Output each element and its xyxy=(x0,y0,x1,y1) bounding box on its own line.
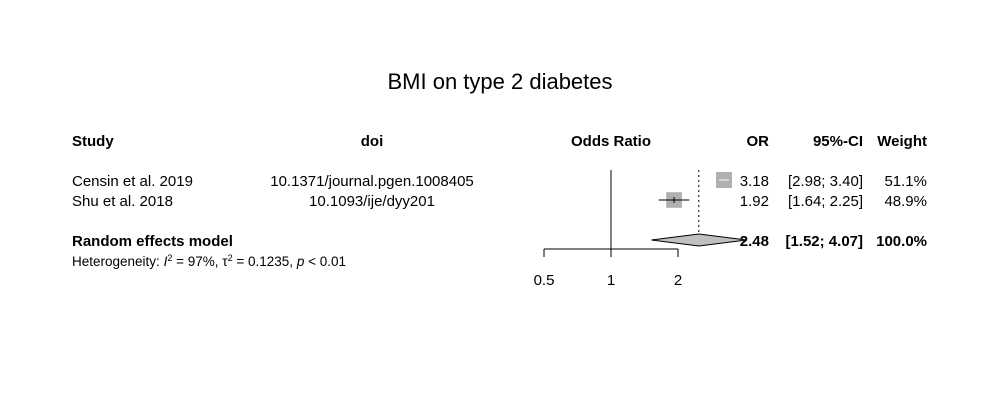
summary-weight: 100.0% xyxy=(876,233,927,250)
study-doi: 10.1371/journal.pgen.1008405 xyxy=(270,173,474,190)
header-weight: Weight xyxy=(877,133,927,150)
heterogeneity-text: Heterogeneity: I2 = 97%, τ2 = 0.1235, p … xyxy=(72,253,346,269)
study-or: 3.18 xyxy=(740,173,769,190)
x-axis-tick-label: 1 xyxy=(607,272,615,289)
x-axis-tick-label: 2 xyxy=(674,272,682,289)
x-axis-tick-label: 0.5 xyxy=(534,272,555,289)
study-weight: 48.9% xyxy=(884,193,927,210)
study-doi: 10.1093/ije/dyy201 xyxy=(309,193,435,210)
study-label: Censin et al. 2019 xyxy=(72,173,193,190)
header-ci: 95%-CI xyxy=(813,133,863,150)
study-label: Shu et al. 2018 xyxy=(72,193,173,210)
header-odds-ratio: Odds Ratio xyxy=(571,133,651,150)
study-weight: 51.1% xyxy=(884,173,927,190)
header-doi: doi xyxy=(361,133,384,150)
plot-area: 0.5 1 2 xyxy=(534,170,747,289)
study-ci: [1.64; 2.25] xyxy=(788,193,863,210)
summary-diamond xyxy=(651,233,747,247)
chart-title: BMI on type 2 diabetes xyxy=(387,69,612,94)
summary-ci: [1.52; 4.07] xyxy=(785,233,863,250)
summary-or: 2.48 xyxy=(740,233,769,250)
study-ci: [2.98; 3.40] xyxy=(788,173,863,190)
header-or: OR xyxy=(747,133,770,150)
summary-label: Random effects model xyxy=(72,233,233,250)
study-or: 1.92 xyxy=(740,193,769,210)
header-study: Study xyxy=(72,133,114,150)
